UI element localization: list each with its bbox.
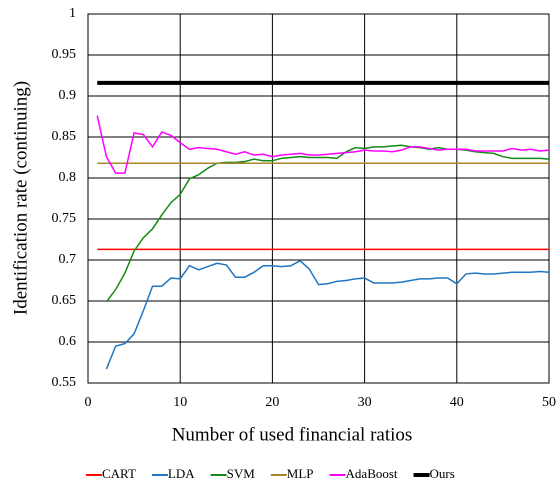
legend-label: Ours xyxy=(430,466,455,481)
y-tick-label: 0.8 xyxy=(59,170,77,185)
x-tick-label: 10 xyxy=(173,395,187,410)
x-tick-label: 20 xyxy=(265,395,279,410)
y-tick-label: 0.6 xyxy=(59,334,77,349)
y-tick-label: 1 xyxy=(69,6,76,21)
legend-label: LDA xyxy=(168,466,195,481)
y-tick-label: 0.9 xyxy=(59,88,77,103)
legend-label: SVM xyxy=(227,466,256,481)
data-line xyxy=(105,144,550,303)
x-tick-label: 30 xyxy=(358,395,372,410)
x-tick-label: 50 xyxy=(542,395,556,410)
x-axis-label: Number of used financial ratios xyxy=(172,424,413,445)
y-tick-label: 0.75 xyxy=(52,211,77,226)
y-axis-label: Identification rate (continuing) xyxy=(10,81,31,315)
y-tick-label: 0.65 xyxy=(52,293,77,308)
y-tick-label: 0.85 xyxy=(52,129,77,144)
y-tick-label: 0.95 xyxy=(52,47,77,62)
legend-label: CART xyxy=(102,466,136,481)
legend-label: MLP xyxy=(287,466,314,481)
x-tick-label: 0 xyxy=(85,395,92,410)
data-line xyxy=(96,115,550,174)
data-line xyxy=(105,259,550,370)
y-tick-label: 0.7 xyxy=(59,252,77,267)
plot-frame xyxy=(87,13,550,384)
legend-label: AdaBoost xyxy=(346,466,398,481)
x-tick-label: 40 xyxy=(450,395,464,410)
y-tick-label: 0.55 xyxy=(52,375,77,390)
